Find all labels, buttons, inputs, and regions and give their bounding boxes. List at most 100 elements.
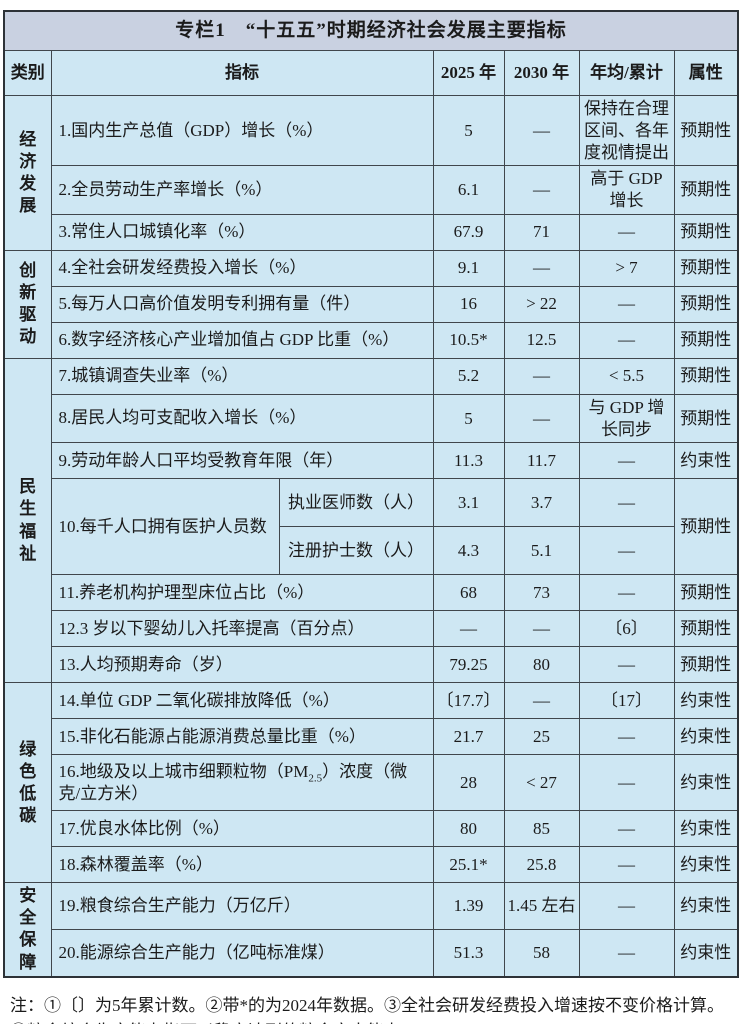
value-2025-cell: 5.2 (432, 357, 505, 395)
table-row: 安全保障 19.粮食综合生产能力（万亿斤） 1.39 1.45 左右 — 约束性 (3, 882, 739, 978)
indicator-cell: 5.每万人口高价值发明专利拥有量（件） (50, 285, 434, 323)
avg-cell: — (578, 929, 675, 978)
table-row: 17.优良水体比例（%） 80 85— 约束性 (4, 810, 739, 848)
col-header-indicator: 指标 (50, 50, 434, 96)
value-2025-cell: — (432, 610, 505, 648)
table-row: 15.非化石能源占能源消费总量比重（%） 21.7 25— 约束性 (4, 718, 739, 756)
attr-cell: 约束性 (673, 810, 739, 848)
table-row: 10.每千人口拥有医护人员数 执业医师数（人） 3.1 3.7— 预期性 (4, 478, 739, 576)
table-row: 5.每万人口高价值发明专利拥有量（件） 16 > 22— 预期性 (4, 285, 739, 323)
category-cell: 安全保障 (3, 882, 52, 978)
table-row: 16.地级及以上城市细颗粒物（PM2.5）浓度（微克/立方米） 28 < 27— 约束… (4, 754, 739, 812)
table-notes: 注：①〔〕为5年累计数。②带*的为2024年数据。③全社会研发经费投入增速按不变… (10, 993, 730, 1024)
note-line-2: ④粮食综合生产能力指可以稳定达到的粮食产出能力。 (10, 1019, 730, 1024)
avg-cell: < 5.5 (578, 357, 675, 395)
value-2030-cell: 5.1 (503, 526, 580, 576)
table-title: 专栏1 “十五五”时期经济社会发展主要指标 (3, 10, 739, 51)
indicator-text: ）浓度（微克/立方米） (58, 761, 408, 803)
value-2030-cell: — (503, 610, 580, 648)
table-row: 绿色低碳 14.单位 GDP 二氧化碳排放降低（%） 〔17.7〕 — 〔17〕 约束性 (3, 682, 739, 884)
indicator-cell: 6.数字经济核心产业增加值占 GDP 比重（%） (50, 321, 434, 359)
sub-indicator-cell: 注册护士数（人） (278, 526, 434, 576)
indicator-cell: 4.全社会研发经费投入增长（%） (50, 249, 434, 287)
value-2025-cell: 5 (432, 393, 505, 444)
col-header-2025: 2025 年 (432, 50, 505, 96)
indicator-cell: 16.地级及以上城市细颗粒物（PM2.5）浓度（微克/立方米） (50, 754, 434, 812)
indicator-cell: 11.养老机构护理型床位占比（%） (50, 574, 434, 612)
attr-cell: 约束性 (673, 846, 739, 884)
value-2025-cell: 28 (432, 754, 505, 812)
table-row: 2.全员劳动生产率增长（%） 6.1— 高于 GDP 增长 预期性 (4, 165, 739, 215)
indicator-cell: 2.全员劳动生产率增长（%） (50, 165, 434, 215)
value-2025-cell: 16 (432, 285, 505, 323)
avg-cell: 与 GDP 增长同步 (578, 393, 675, 444)
sub-indicator-cell: 执业医师数（人） (278, 478, 434, 528)
indicator-cell: 19.粮食综合生产能力（万亿斤） (50, 882, 434, 931)
attr-cell: 预期性 (673, 646, 739, 684)
avg-cell: — (578, 285, 675, 323)
value-2030-cell: 58 (503, 929, 580, 978)
indicator-text: 16.地级及以上城市细颗粒物（PM (58, 761, 309, 781)
note-line-1: 注：①〔〕为5年累计数。②带*的为2024年数据。③全社会研发经费投入增速按不变… (10, 995, 724, 1015)
attr-cell: 预期性 (673, 357, 739, 395)
avg-cell: 高于 GDP 增长 (578, 165, 675, 215)
table-row: 3.常住人口城镇化率（%） 67.9 71— 预期性 (4, 213, 739, 251)
table-row: 12.3 岁以下婴幼儿入托率提高（百分点） — — 〔6〕 预期性 (4, 610, 739, 648)
avg-cell: — (578, 442, 675, 480)
value-2025-cell: 51.3 (432, 929, 505, 978)
avg-cell: > 7 (578, 249, 675, 287)
attr-cell: 预期性 (673, 478, 739, 576)
value-2030-cell: 11.7 (503, 442, 580, 480)
indicators-table: 专栏1 “十五五”时期经济社会发展主要指标 类别 指标 2025 年 2030 … (3, 10, 740, 978)
avg-cell: 保持在合理区间、各年度视情提出 (578, 94, 675, 167)
value-2025-cell: 67.9 (432, 213, 505, 251)
attr-cell: 预期性 (673, 610, 739, 648)
avg-cell: 〔6〕 (578, 610, 675, 648)
value-2025-cell: 21.7 (432, 718, 505, 756)
value-2025-cell: 9.1 (432, 249, 505, 287)
avg-cell: 〔17〕 (578, 682, 675, 720)
value-2030-cell: 71 (503, 213, 580, 251)
value-2030-cell: — (503, 94, 580, 167)
col-header-attr: 属性 (673, 50, 739, 96)
table-row: 9.劳动年龄人口平均受教育年限（年） 11.3 11.7— 约束性 (4, 442, 739, 480)
indicator-cell: 7.城镇调查失业率（%） (50, 357, 434, 395)
value-2030-cell: — (503, 682, 580, 720)
value-2025-cell: 80 (432, 810, 505, 848)
value-2030-cell: — (503, 165, 580, 215)
attr-cell: 预期性 (673, 321, 739, 359)
avg-cell: — (578, 718, 675, 756)
value-2025-cell: 68 (432, 574, 505, 612)
avg-cell: — (578, 646, 675, 684)
avg-cell: — (578, 882, 675, 931)
value-2025-cell: 10.5* (432, 321, 505, 359)
indicator-cell: 8.居民人均可支配收入增长（%） (50, 393, 434, 444)
attr-cell: 预期性 (673, 94, 739, 167)
value-2030-cell: 3.7 (503, 478, 580, 528)
indicator-cell: 15.非化石能源占能源消费总量比重（%） (50, 718, 434, 756)
value-2030-cell: > 22 (503, 285, 580, 323)
attr-cell: 预期性 (673, 574, 739, 612)
avg-cell: — (578, 526, 675, 576)
indicator-cell: 9.劳动年龄人口平均受教育年限（年） (50, 442, 434, 480)
table-row: 注册护士数（人） 4.3 5.1— (4, 526, 738, 576)
table-row: 民生福祉 7.城镇调查失业率（%） 5.2— < 5.5 预期性 (3, 357, 739, 684)
table-row: 创新驱动 4.全社会研发经费投入增长（%） 9.1— > 7 预期性 (3, 249, 739, 359)
table-row: 20.能源综合生产能力（亿吨标准煤） 51.3 58— 约束性 (4, 929, 739, 978)
value-2030-cell: — (503, 249, 580, 287)
avg-cell: — (578, 574, 675, 612)
category-cell: 绿色低碳 (3, 682, 52, 884)
value-2025-cell: 6.1 (432, 165, 505, 215)
value-2030-cell: — (503, 393, 580, 444)
value-2030-cell: 73 (503, 574, 580, 612)
attr-cell: 约束性 (673, 718, 739, 756)
pm25-subscript: 2.5 (308, 772, 323, 785)
col-header-category: 类别 (3, 50, 52, 96)
indicator-cell: 3.常住人口城镇化率（%） (50, 213, 434, 251)
avg-cell: — (578, 846, 675, 884)
attr-cell: 约束性 (673, 882, 739, 931)
avg-cell: — (578, 213, 675, 251)
attr-cell: 预期性 (673, 165, 739, 215)
value-2025-cell: 5 (432, 94, 505, 167)
